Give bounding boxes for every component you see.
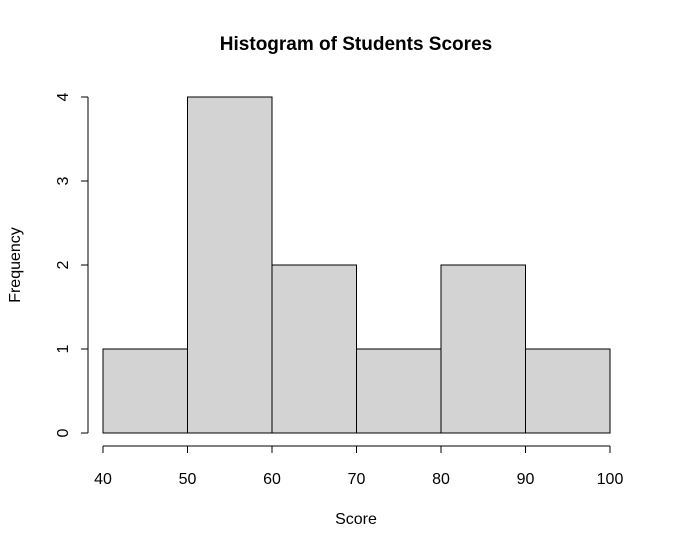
x-tick-label: 90 <box>517 471 535 488</box>
x-axis-label: Score <box>335 511 377 528</box>
y-tick-label: 1 <box>55 344 72 353</box>
y-tick-label: 2 <box>55 260 72 269</box>
x-tick-label: 50 <box>179 471 197 488</box>
histogram-bar-70-80 <box>356 348 442 434</box>
histogram-bar-50-60 <box>187 96 273 434</box>
bars-group <box>102 96 611 434</box>
chart-title: Histogram of Students Scores <box>220 34 492 55</box>
y-axis: 0 1 2 3 4 <box>55 92 89 437</box>
x-tick-label: 80 <box>432 471 450 488</box>
y-tick-label: 4 <box>55 92 72 101</box>
x-tick-label: 60 <box>263 471 281 488</box>
x-tick-label: 70 <box>348 471 366 488</box>
histogram-bar-80-90 <box>440 264 526 434</box>
y-tick-label: 3 <box>55 176 72 185</box>
histogram-bar-90-100 <box>525 348 611 434</box>
histogram-bar-60-70 <box>271 264 357 434</box>
histogram-bar-40-50 <box>102 348 188 434</box>
x-tick-label: 100 <box>597 471 624 488</box>
y-tick-label: 0 <box>55 428 72 437</box>
x-axis: 40 50 60 70 80 90 100 <box>94 445 624 488</box>
x-tick-label: 40 <box>94 471 112 488</box>
y-axis-label: Frequency <box>7 227 24 303</box>
